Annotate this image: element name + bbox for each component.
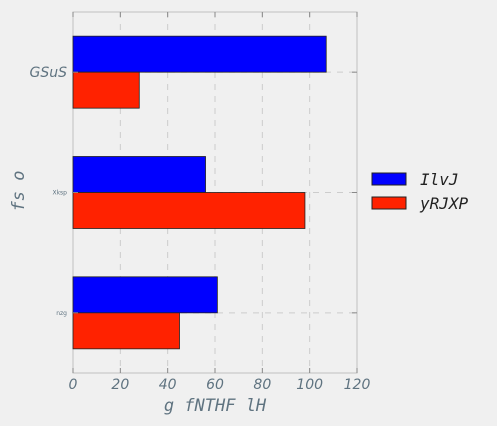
bar-ilvj-xksp (72, 156, 206, 193)
legend-label-yrjxp: yRJXP (419, 194, 469, 213)
legend: IlvJ yRJXP (371, 170, 469, 213)
x-tick-label: 60 (206, 377, 224, 393)
bar-ilvj-gsus (72, 35, 327, 73)
x-tick-label: 80 (253, 377, 271, 393)
bar-yrjxp-nzg (72, 312, 180, 350)
x-tick-label: 100 (296, 377, 323, 393)
bar-yrjxp-xksp (72, 192, 306, 229)
x-ticks: 0 20 40 60 80 100 120 (69, 12, 371, 393)
bar-ilvj-nzg (72, 276, 218, 314)
y-axis-label: fs o (9, 171, 29, 212)
bar-yrjxp-gsus (72, 71, 140, 109)
bars (72, 35, 327, 350)
x-tick-label: 120 (344, 377, 371, 393)
y-tick-label: nzg (56, 310, 67, 317)
y-ticks: nzg Xksp GSuS (30, 65, 357, 317)
x-tick-label: 0 (69, 377, 78, 393)
legend-swatch-ilvj (371, 172, 407, 186)
x-axis-label: g fNTHF lH (164, 396, 267, 416)
legend-label-ilvj: IlvJ (420, 170, 459, 189)
x-tick-label: 40 (159, 377, 177, 393)
y-tick-label: GSuS (30, 65, 68, 81)
x-tick-label: 20 (111, 377, 129, 393)
y-tick-label: Xksp (52, 190, 67, 197)
legend-swatch-yrjxp (371, 196, 407, 210)
